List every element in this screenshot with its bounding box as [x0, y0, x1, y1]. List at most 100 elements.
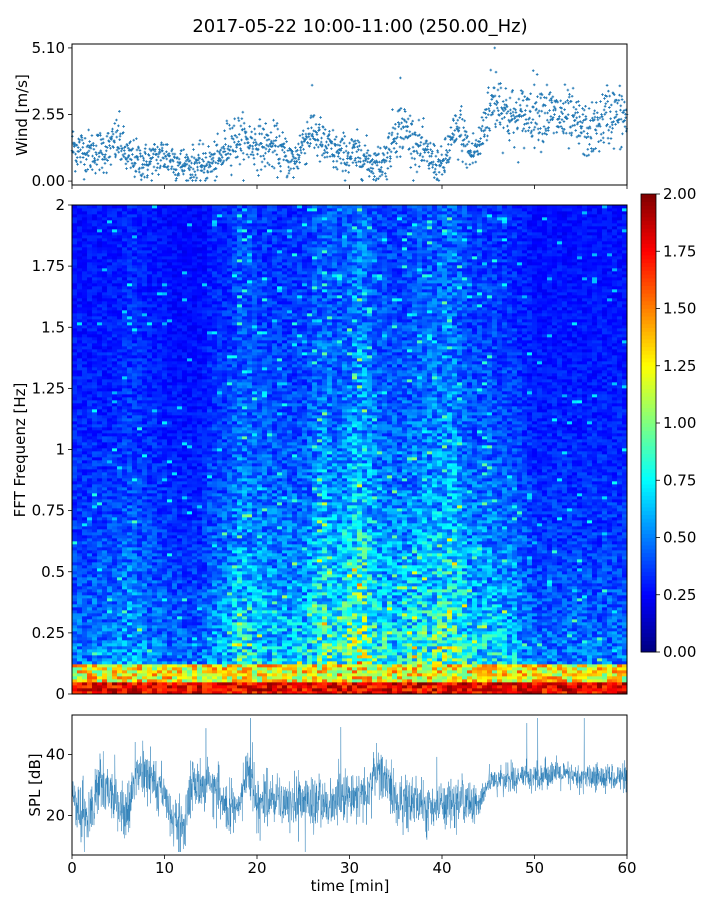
- heatmap-cell: [152, 634, 158, 638]
- heatmap-cell: [117, 673, 123, 677]
- heatmap-cell: [137, 409, 143, 413]
- heatmap-cell: [102, 670, 108, 674]
- heatmap-cell: [112, 631, 118, 635]
- heatmap-cell: [142, 205, 148, 209]
- heatmap-cell: [112, 313, 118, 317]
- heatmap-cell: [107, 634, 113, 638]
- heatmap-cell: [192, 235, 198, 239]
- heatmap-cell: [142, 565, 148, 569]
- heatmap-cell: [122, 448, 128, 452]
- heatmap-cell: [217, 619, 223, 623]
- heatmap-cell: [112, 286, 118, 290]
- heatmap-cell: [177, 415, 183, 419]
- heatmap-cell: [137, 271, 143, 275]
- heatmap-cell: [117, 664, 123, 668]
- heatmap-cell: [72, 214, 78, 218]
- heatmap-cell: [142, 619, 148, 623]
- heatmap-cell: [212, 313, 218, 317]
- heatmap-cell: [82, 472, 88, 476]
- heatmap-cell: [182, 343, 188, 347]
- heatmap-cell: [202, 577, 208, 581]
- heatmap-cell: [117, 499, 123, 503]
- heatmap-cell: [102, 481, 108, 485]
- heatmap-cell: [122, 619, 128, 623]
- heatmap-cell: [187, 343, 193, 347]
- heatmap-cell: [97, 592, 103, 596]
- heatmap-cell: [77, 634, 83, 638]
- heatmap-cell: [112, 406, 118, 410]
- heatmap-cell: [127, 601, 133, 605]
- heatmap-cell: [197, 646, 203, 650]
- heatmap-cell: [152, 421, 158, 425]
- heatmap-cell: [162, 643, 168, 647]
- heatmap-cell: [212, 661, 218, 665]
- heatmap-cell: [152, 547, 158, 551]
- heatmap-cell: [87, 304, 93, 308]
- heatmap-cell: [217, 433, 223, 437]
- heatmap-cell: [112, 520, 118, 524]
- heatmap-cell: [87, 478, 93, 482]
- heatmap-cell: [117, 454, 123, 458]
- heatmap-cell: [172, 373, 178, 377]
- heatmap-cell: [92, 301, 98, 305]
- heatmap-cell: [92, 409, 98, 413]
- heatmap-cell: [127, 511, 133, 515]
- heatmap-cell: [137, 286, 143, 290]
- heatmap-cell: [107, 343, 113, 347]
- heatmap-cell: [167, 367, 173, 371]
- heatmap-cell: [72, 661, 78, 665]
- heatmap-cell: [87, 238, 93, 242]
- heatmap-cell: [117, 259, 123, 263]
- heatmap-cell: [107, 649, 113, 653]
- heatmap-cell: [207, 583, 213, 587]
- heatmap-cell: [107, 250, 113, 254]
- heatmap-cell: [102, 289, 108, 293]
- heatmap-cell: [182, 643, 188, 647]
- heatmap-cell: [197, 589, 203, 593]
- heatmap-cell: [172, 319, 178, 323]
- heatmap-cell: [162, 508, 168, 512]
- heatmap-cell: [117, 622, 123, 626]
- heatmap-cell: [197, 244, 203, 248]
- heatmap-cell: [92, 583, 98, 587]
- heatmap-cell: [127, 376, 133, 380]
- heatmap-cell: [207, 436, 213, 440]
- heatmap-cell: [77, 691, 83, 695]
- heatmap-cell: [107, 658, 113, 662]
- heatmap-cell: [157, 208, 163, 212]
- heatmap-cell: [202, 526, 208, 530]
- heatmap-cell: [92, 445, 98, 449]
- heatmap-cell: [217, 298, 223, 302]
- heatmap-cell: [187, 286, 193, 290]
- heatmap-cell: [222, 478, 228, 482]
- heatmap-cell: [112, 316, 118, 320]
- heatmap-cell: [132, 313, 138, 317]
- heatmap-cell: [127, 313, 133, 317]
- heatmap-cell: [77, 547, 83, 551]
- heatmap-cell: [122, 256, 128, 260]
- heatmap-cell: [132, 607, 138, 611]
- heatmap-cell: [72, 424, 78, 428]
- heatmap-cell: [122, 592, 128, 596]
- heatmap-cell: [132, 229, 138, 233]
- heatmap-cell: [107, 598, 113, 602]
- heatmap-cell: [177, 217, 183, 221]
- heatmap-cell: [212, 391, 218, 395]
- heatmap-cell: [212, 223, 218, 227]
- heatmap-cell: [147, 673, 153, 677]
- heatmap-cell: [77, 589, 83, 593]
- heatmap-cell: [72, 676, 78, 680]
- heatmap-cell: [82, 523, 88, 527]
- heatmap-cell: [137, 589, 143, 593]
- heatmap-cell: [82, 613, 88, 617]
- heatmap-cell: [162, 349, 168, 353]
- heatmap-cell: [147, 571, 153, 575]
- heatmap-cell: [142, 541, 148, 545]
- heatmap-cell: [107, 676, 113, 680]
- heatmap-cell: [92, 406, 98, 410]
- heatmap-cell: [192, 670, 198, 674]
- heatmap-cell: [102, 562, 108, 566]
- heatmap-cell: [82, 511, 88, 515]
- heatmap-cell: [192, 682, 198, 686]
- heatmap-cell: [182, 649, 188, 653]
